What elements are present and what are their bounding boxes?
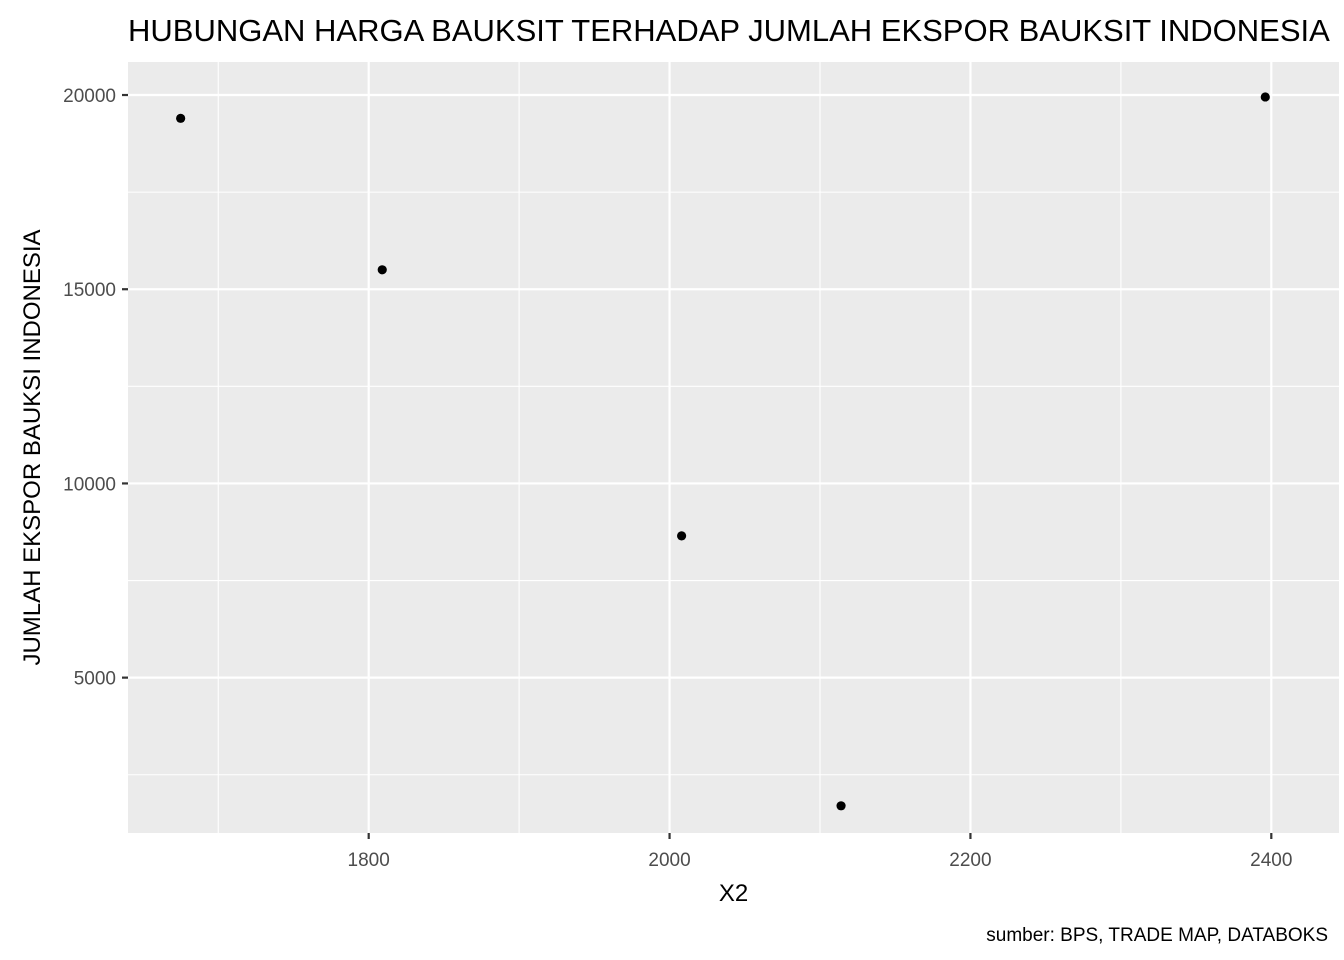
- y-axis-title: JUMLAH EKSPOR BAUKSI INDONESIA: [19, 229, 46, 665]
- x-tick-label: 2400: [1250, 850, 1292, 871]
- data-point: [377, 265, 387, 275]
- y-axis-ticks: 5000 10000 15000 20000: [63, 86, 128, 690]
- data-point: [176, 113, 186, 123]
- x-axis-title: X2: [719, 880, 748, 907]
- data-points: [176, 92, 1270, 811]
- source-caption: sumber: BPS, TRADE MAP, DATABOKS: [986, 925, 1328, 946]
- data-point: [836, 801, 846, 811]
- major-gridlines-y: [128, 93, 1339, 679]
- x-axis-ticks: 1800 2000 2200 2400: [348, 833, 1292, 871]
- y-tick-label: 20000: [63, 86, 116, 107]
- chart-title: HUBUNGAN HARGA BAUKSIT TERHADAP JUMLAH E…: [128, 13, 1330, 48]
- x-tick-label: 2000: [648, 850, 690, 871]
- y-tick-label: 15000: [63, 280, 116, 301]
- major-gridlines-x: [367, 62, 1273, 833]
- data-point: [677, 531, 687, 541]
- data-point: [1260, 92, 1270, 102]
- plot-panel: [128, 62, 1339, 833]
- y-tick-label: 5000: [74, 669, 116, 690]
- x-tick-label: 2200: [949, 850, 991, 871]
- minor-gridlines-y: [128, 191, 1339, 776]
- minor-gridlines-x: [217, 62, 1122, 833]
- y-tick-label: 10000: [63, 474, 116, 495]
- x-tick-label: 1800: [348, 850, 390, 871]
